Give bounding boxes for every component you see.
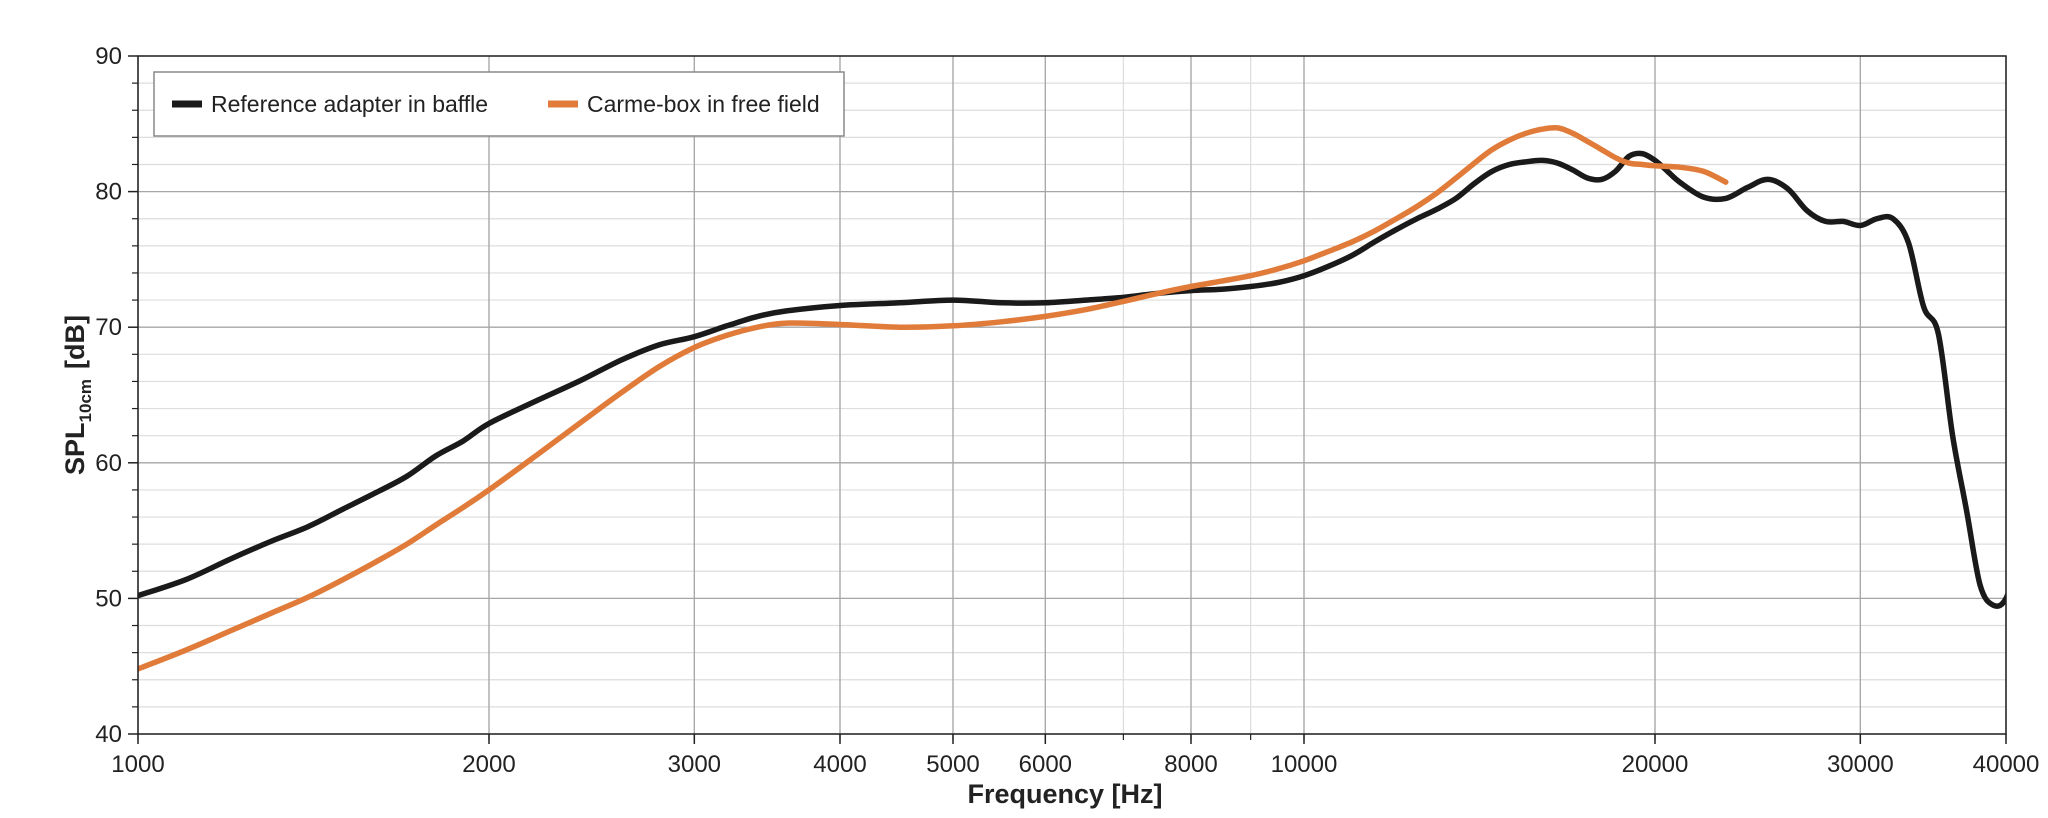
y-axis-title-main: SPL [60, 422, 90, 475]
series-line-reference [138, 150, 2006, 609]
major-grid [137, 55, 2007, 735]
legend: Reference adapter in baffle Carme-box in… [153, 71, 845, 137]
x-axis: 1000 2000 3000 4000 5000 6000 8000 10000 20000 30… [111, 734, 2039, 778]
x-tick-label: 30000 [1827, 751, 1894, 778]
y-axis-title-sub: 10cm [76, 379, 95, 422]
legend-box [153, 71, 845, 137]
x-tick-label: 10000 [1271, 751, 1338, 778]
x-tick-label: 6000 [1019, 751, 1072, 778]
y-tick-label: 40 [95, 721, 122, 748]
y-tick-label: 90 [95, 43, 122, 70]
y-tick-label: 80 [95, 179, 122, 206]
x-tick-label: 4000 [813, 751, 866, 778]
plot-frame [137, 55, 2007, 735]
x-tick-label: 5000 [926, 751, 979, 778]
x-tick-label: 8000 [1164, 751, 1217, 778]
series-line-carme [138, 124, 1729, 672]
y-axis: 40 50 60 70 80 90 [95, 43, 138, 748]
x-tick-label: 40000 [1973, 751, 2040, 778]
y-tick-label: 70 [95, 314, 122, 341]
y-tick-label: 50 [95, 585, 122, 612]
y-axis-title-unit: [dB] [60, 315, 90, 369]
y-tick-label: 60 [95, 450, 122, 477]
y-axis-title: SPL10cm [dB] [60, 315, 95, 475]
legend-label-carme: Carme-box in free field [587, 91, 820, 117]
x-axis-title: Frequency [Hz] [967, 779, 1162, 809]
x-tick-label: 3000 [668, 751, 721, 778]
minor-grid [137, 56, 2007, 734]
x-tick-label: 1000 [111, 751, 164, 778]
legend-label-reference: Reference adapter in baffle [211, 91, 488, 117]
x-tick-label: 20000 [1622, 751, 1689, 778]
x-tick-label: 2000 [462, 751, 515, 778]
series-layer [138, 124, 2006, 672]
